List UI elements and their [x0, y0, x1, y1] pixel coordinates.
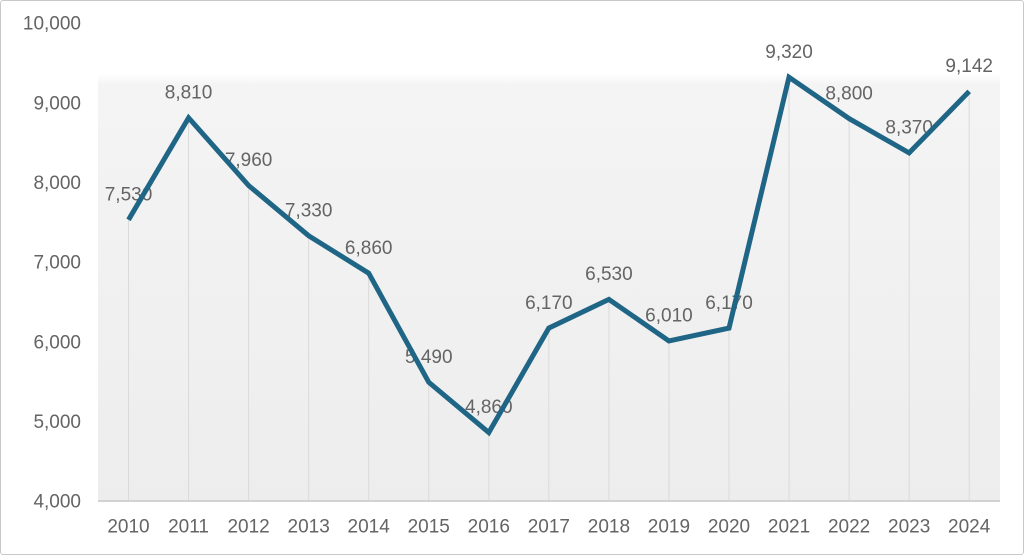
x-axis-tick-label: 2014: [348, 517, 391, 538]
data-point-label: 9,320: [765, 42, 813, 63]
x-axis-tick-label: 2011: [168, 517, 209, 538]
data-point-label: 6,010: [645, 306, 693, 327]
y-axis-tick-label: 4,000: [33, 492, 81, 513]
x-axis-tick-label: 2013: [288, 517, 330, 538]
x-axis-tick-label: 2022: [828, 517, 870, 538]
x-axis-tick-label: 2018: [588, 517, 630, 538]
data-point-label: 6,170: [525, 293, 573, 314]
y-axis-tick-label: 9,000: [33, 93, 81, 114]
x-axis-tick-label: 2015: [408, 517, 450, 538]
data-point-label: 7,960: [225, 150, 273, 171]
data-point-label: 7,330: [285, 200, 333, 221]
y-axis-tick-label: 5,000: [33, 412, 81, 433]
x-axis-tick-label: 2019: [648, 517, 690, 538]
data-point-label: 6,860: [345, 238, 393, 259]
y-axis-tick-label: 7,000: [33, 253, 81, 274]
data-point-label: 8,810: [165, 82, 213, 103]
x-axis-tick-label: 2024: [948, 517, 991, 538]
y-axis-tick-label: 10,000: [23, 14, 81, 35]
y-axis-tick-label: 8,000: [33, 173, 81, 194]
data-point-label: 9,142: [945, 56, 993, 77]
x-axis-tick-label: 2012: [227, 517, 269, 538]
data-point-label: 8,800: [825, 83, 873, 104]
data-point-label: 6,530: [585, 264, 633, 285]
x-axis-tick-label: 2016: [468, 517, 510, 538]
x-axis-tick-label: 2020: [708, 517, 750, 538]
data-point-label: 6,170: [705, 293, 753, 314]
y-axis-tick-label: 6,000: [33, 332, 81, 353]
x-axis-tick-label: 2021: [768, 517, 810, 538]
series-line: [126, 73, 971, 437]
x-axis-tick-label: 2023: [888, 517, 930, 538]
x-axis-tick-label: 2010: [107, 517, 149, 538]
data-point-label: 8,370: [885, 118, 933, 139]
x-axis-tick-label: 2017: [528, 517, 570, 538]
